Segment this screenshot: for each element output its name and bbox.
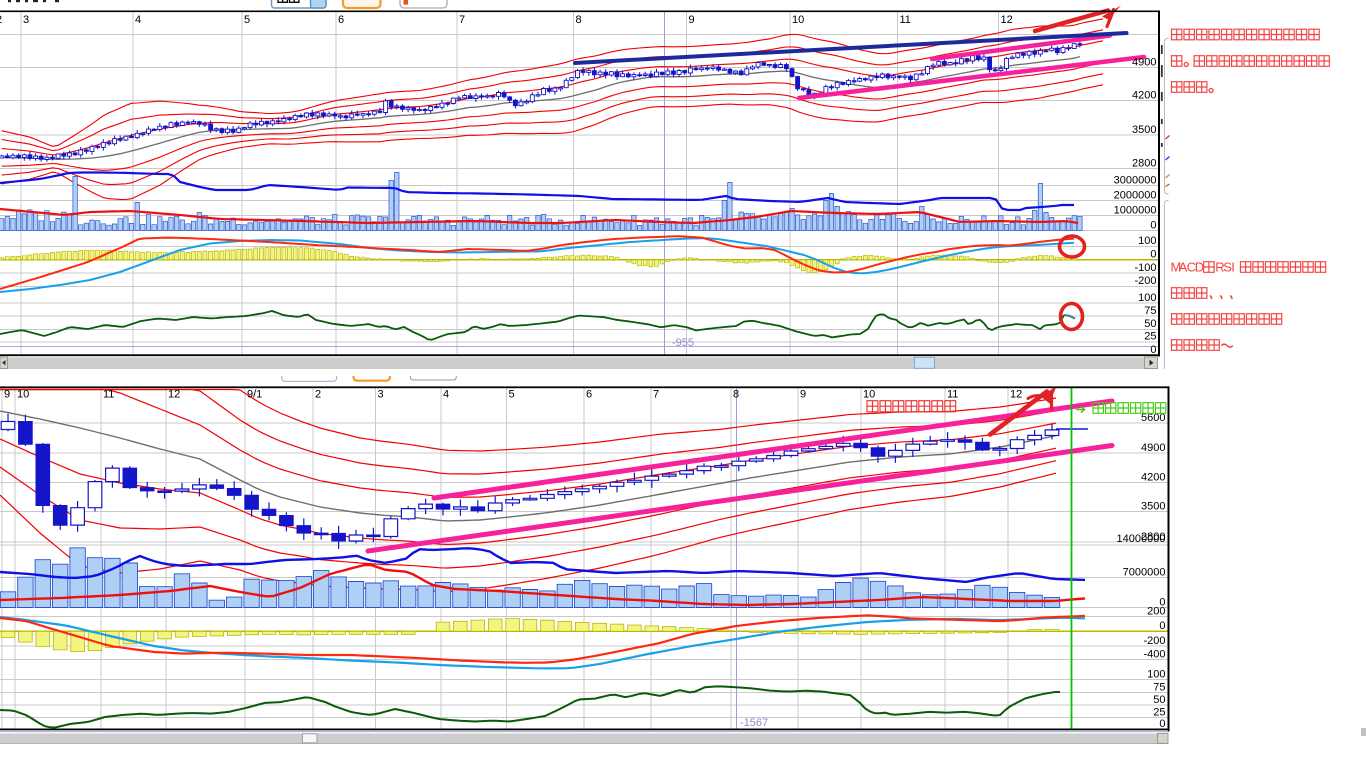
- svg-text:1000000: 1000000: [1114, 204, 1157, 216]
- svg-text:50: 50: [1144, 318, 1156, 330]
- svg-text:2800: 2800: [1141, 531, 1165, 543]
- svg-text:75: 75: [1153, 681, 1165, 693]
- svg-text:4: 4: [135, 14, 141, 26]
- svg-text:4: 4: [443, 389, 449, 401]
- svg-text:10: 10: [17, 389, 29, 401]
- svg-text:10: 10: [863, 389, 875, 401]
- svg-text:3: 3: [23, 14, 29, 26]
- svg-text:S: S: [1223, 260, 1232, 275]
- svg-text:-200: -200: [1143, 635, 1165, 647]
- svg-text:4900: 4900: [1132, 56, 1156, 68]
- svg-text:0: 0: [1159, 718, 1165, 730]
- svg-text:6: 6: [586, 389, 592, 401]
- svg-text:-955: -955: [672, 337, 694, 349]
- svg-text:0: 0: [1159, 596, 1165, 608]
- svg-text:9: 9: [800, 389, 806, 401]
- svg-text:2: 2: [0, 14, 2, 26]
- svg-text:0: 0: [1150, 219, 1156, 231]
- svg-text:2: 2: [315, 389, 321, 401]
- svg-text:8: 8: [576, 14, 582, 26]
- svg-text:5: 5: [244, 14, 250, 26]
- svg-text:12: 12: [1010, 389, 1022, 401]
- svg-text:10: 10: [792, 14, 804, 26]
- svg-text:11: 11: [103, 389, 114, 401]
- svg-text:3: 3: [378, 389, 384, 401]
- svg-text:11: 11: [947, 389, 958, 401]
- svg-text:3500: 3500: [1132, 124, 1156, 136]
- svg-text:2800: 2800: [1132, 157, 1156, 169]
- svg-text:14000000: 14000000: [1117, 533, 1166, 545]
- svg-text:2000000: 2000000: [1114, 189, 1157, 201]
- svg-text:-200: -200: [1134, 275, 1156, 287]
- svg-text:25: 25: [1153, 706, 1165, 718]
- svg-text:4900: 4900: [1141, 442, 1165, 454]
- svg-text:100: 100: [1138, 292, 1156, 304]
- svg-text:5600: 5600: [1141, 412, 1165, 424]
- svg-text:12: 12: [168, 389, 180, 401]
- svg-text:-1567: -1567: [740, 717, 768, 729]
- svg-text:100: 100: [1147, 668, 1165, 680]
- svg-text:0: 0: [1150, 344, 1156, 356]
- svg-text:8: 8: [733, 389, 739, 401]
- svg-text:M: M: [1171, 260, 1182, 275]
- svg-text:3500: 3500: [1141, 500, 1165, 512]
- svg-text:9: 9: [4, 389, 10, 401]
- svg-text:75: 75: [1144, 305, 1156, 317]
- svg-text:C: C: [1187, 260, 1196, 275]
- svg-text:4200: 4200: [1132, 89, 1156, 101]
- svg-text:5: 5: [509, 389, 515, 401]
- svg-text:7: 7: [653, 389, 659, 401]
- svg-text:6: 6: [338, 14, 344, 26]
- svg-text:R: R: [1215, 260, 1224, 275]
- svg-text:I: I: [1231, 260, 1235, 275]
- svg-text:7000000: 7000000: [1123, 566, 1166, 578]
- svg-text:3000000: 3000000: [1114, 174, 1157, 186]
- svg-text:9: 9: [689, 14, 695, 26]
- svg-text:12: 12: [1001, 14, 1013, 26]
- svg-text:0: 0: [1150, 249, 1156, 261]
- svg-text:-100: -100: [1134, 262, 1156, 274]
- svg-text:D: D: [1195, 260, 1204, 275]
- svg-text:11: 11: [900, 14, 911, 26]
- svg-text:7: 7: [459, 14, 465, 26]
- svg-text:100: 100: [1138, 235, 1156, 247]
- svg-text:0: 0: [1159, 620, 1165, 632]
- svg-text:25: 25: [1144, 331, 1156, 343]
- svg-text:-400: -400: [1143, 648, 1165, 660]
- svg-text:50: 50: [1153, 694, 1165, 706]
- svg-text:200: 200: [1147, 605, 1165, 617]
- svg-text:4200: 4200: [1141, 471, 1165, 483]
- svg-text:A: A: [1179, 260, 1188, 275]
- svg-text:9/1: 9/1: [247, 389, 262, 401]
